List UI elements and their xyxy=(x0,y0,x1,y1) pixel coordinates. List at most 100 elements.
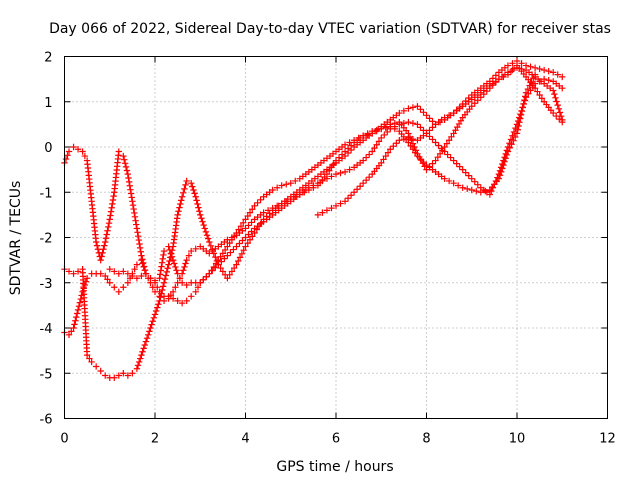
data-point xyxy=(141,341,149,349)
data-point xyxy=(72,317,79,324)
data-point xyxy=(246,209,254,216)
data-points xyxy=(61,57,566,381)
data-point xyxy=(139,348,146,355)
data-point xyxy=(166,246,173,254)
data-point xyxy=(177,200,184,208)
data-point xyxy=(217,264,224,272)
data-point xyxy=(435,142,442,149)
data-point xyxy=(129,272,136,280)
data-point xyxy=(518,108,526,115)
data-point xyxy=(518,60,525,67)
data-point xyxy=(161,275,169,283)
data-point xyxy=(140,259,147,267)
data-point xyxy=(70,143,77,151)
data-point xyxy=(409,120,417,127)
data-point xyxy=(233,243,240,250)
data-point xyxy=(459,184,466,191)
data-point xyxy=(123,167,131,174)
data-point xyxy=(166,257,173,265)
data-point xyxy=(181,185,188,193)
data-point xyxy=(219,268,227,275)
data-point xyxy=(426,115,433,122)
data-point xyxy=(183,281,190,289)
data-point xyxy=(99,249,106,257)
data-point xyxy=(255,222,263,230)
data-point xyxy=(167,291,175,299)
data-point xyxy=(310,184,317,191)
data-point xyxy=(411,149,419,156)
data-point xyxy=(453,160,460,167)
data-point xyxy=(74,146,82,153)
data-point xyxy=(337,169,344,177)
data-point xyxy=(507,68,515,75)
data-point xyxy=(92,238,100,246)
data-point xyxy=(124,372,132,379)
data-point xyxy=(414,103,421,110)
data-point xyxy=(197,211,204,219)
data-point xyxy=(373,127,380,135)
data-point xyxy=(159,283,167,290)
series-D xyxy=(106,71,539,289)
data-point xyxy=(332,202,340,210)
data-point xyxy=(409,135,417,143)
data-point xyxy=(246,236,254,243)
data-point xyxy=(559,73,566,81)
data-point xyxy=(378,134,385,142)
data-point xyxy=(502,155,509,162)
data-point xyxy=(204,235,212,242)
data-point xyxy=(278,182,285,189)
data-point xyxy=(124,279,132,286)
data-point xyxy=(138,272,145,280)
data-point xyxy=(131,209,138,217)
data-point xyxy=(409,104,417,111)
data-point xyxy=(554,101,561,109)
data-point xyxy=(178,279,186,286)
data-point xyxy=(382,124,389,131)
data-point xyxy=(249,233,256,240)
x-tick-label: 10 xyxy=(509,432,526,447)
data-point xyxy=(133,225,141,232)
data-point xyxy=(251,229,258,237)
data-point xyxy=(292,193,299,200)
data-point xyxy=(102,272,109,280)
data-point xyxy=(160,251,167,259)
x-tick-label: 8 xyxy=(422,432,430,447)
data-point xyxy=(513,64,521,72)
data-point xyxy=(136,244,144,252)
data-point xyxy=(445,177,453,185)
data-point xyxy=(109,196,117,204)
data-point xyxy=(235,257,242,265)
data-point xyxy=(201,225,208,232)
data-point xyxy=(516,119,523,126)
data-point xyxy=(203,273,210,280)
data-point xyxy=(517,111,525,119)
data-point xyxy=(492,72,500,79)
data-point xyxy=(140,345,147,352)
data-point xyxy=(227,249,234,256)
data-point xyxy=(165,261,172,268)
data-point xyxy=(97,367,104,375)
data-point xyxy=(124,170,132,178)
data-point xyxy=(551,90,558,98)
data-point xyxy=(328,173,335,180)
data-point xyxy=(159,286,166,294)
data-point xyxy=(445,137,453,144)
data-point xyxy=(228,236,236,243)
data-point xyxy=(283,181,290,188)
data-point xyxy=(248,228,255,235)
data-point xyxy=(127,190,135,197)
data-point xyxy=(400,135,408,143)
data-point xyxy=(102,372,109,379)
data-point xyxy=(135,358,143,366)
data-point xyxy=(263,213,270,220)
data-point xyxy=(426,133,433,140)
data-point xyxy=(369,148,376,155)
data-point xyxy=(178,193,186,200)
data-point xyxy=(396,109,403,117)
data-point xyxy=(148,321,155,328)
data-point xyxy=(192,245,199,253)
data-point xyxy=(540,66,548,74)
data-point xyxy=(242,243,249,250)
data-point xyxy=(450,180,457,187)
